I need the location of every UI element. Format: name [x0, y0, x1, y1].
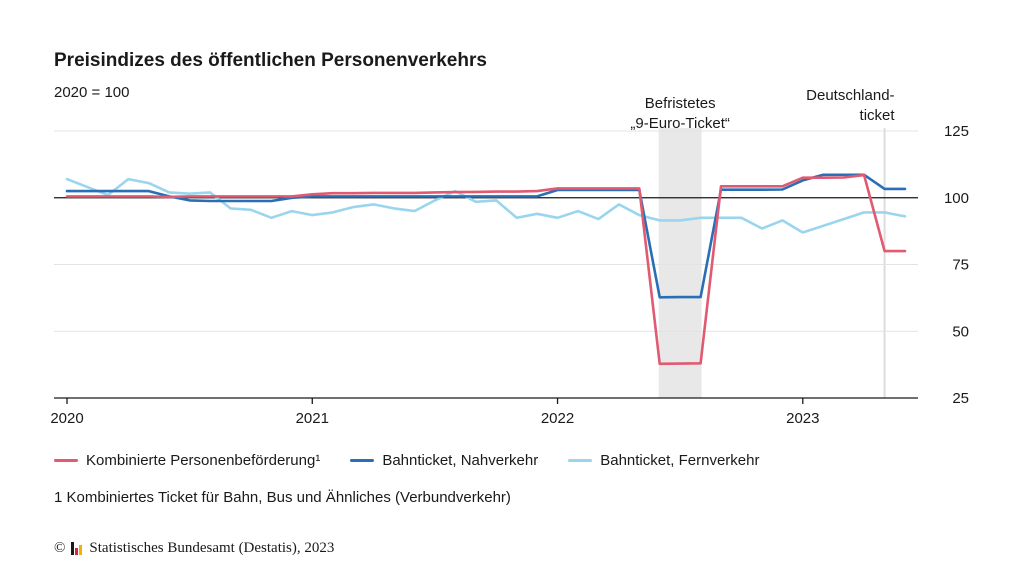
legend-swatch-kombiniert [54, 459, 78, 462]
logo-bar-1 [71, 542, 75, 555]
x-tick-label-2023: 2023 [786, 410, 819, 427]
series-line-fernverkehr [65, 177, 907, 234]
legend-item-fernverkehr: Bahnticket, Fernverkehr [568, 452, 759, 469]
y-tick-label-75: 75 [952, 257, 969, 274]
legend-item-kombiniert: Kombinierte Personenbeförderung¹ [54, 452, 320, 469]
source-line: © Statistisches Bundesamt (Destatis), 20… [54, 540, 334, 557]
y-tick-label-50: 50 [952, 323, 969, 340]
x-tick-label-2020: 2020 [50, 410, 83, 427]
legend-label-fernverkehr: Bahnticket, Fernverkehr [600, 452, 760, 469]
legend-item-nahverkehr: Bahnticket, Nahverkehr [350, 452, 538, 469]
destatis-logo-icon [71, 542, 83, 555]
y-tick-label-25: 25 [952, 390, 969, 407]
footnote: 1 Kombiniertes Ticket für Bahn, Bus und … [54, 489, 511, 506]
legend-label-nahverkehr: Bahnticket, Nahverkehr [382, 452, 539, 469]
annotation-label-deutschlandticket-1: ticket [860, 107, 896, 124]
series-line-nahverkehr [65, 173, 907, 299]
annotation-label-deutschlandticket-0: Deutschland- [806, 87, 894, 104]
y-tick-label-100: 100 [944, 190, 969, 207]
series-line-kombiniert [65, 173, 907, 366]
legend-label-kombiniert: Kombinierte Personenbeförderung¹ [86, 452, 321, 469]
annotation-shade-nine-euro [658, 128, 702, 398]
annotation-label-nine-euro-0: Befristetes [645, 95, 716, 112]
logo-bar-3 [79, 545, 83, 555]
y-tick-label-125: 125 [944, 123, 969, 140]
source-text: Statistisches Bundesamt (Destatis), 2023 [89, 540, 335, 556]
copyright-symbol: © [54, 540, 66, 556]
x-tick-label-2022: 2022 [541, 410, 574, 427]
logo-bar-2 [75, 548, 79, 555]
chart-subtitle: 2020 = 100 [54, 84, 130, 101]
annotation-label-nine-euro-1: „9-Euro-Ticket“ [630, 115, 729, 132]
legend-swatch-fernverkehr [568, 459, 593, 462]
legend: Kombinierte Personenbeförderung¹ Bahntic… [54, 452, 789, 469]
x-tick-label-2021: 2021 [296, 410, 329, 427]
chart-title: Preisindizes des öffentlichen Personenve… [54, 50, 487, 71]
legend-swatch-nahverkehr [350, 459, 375, 462]
